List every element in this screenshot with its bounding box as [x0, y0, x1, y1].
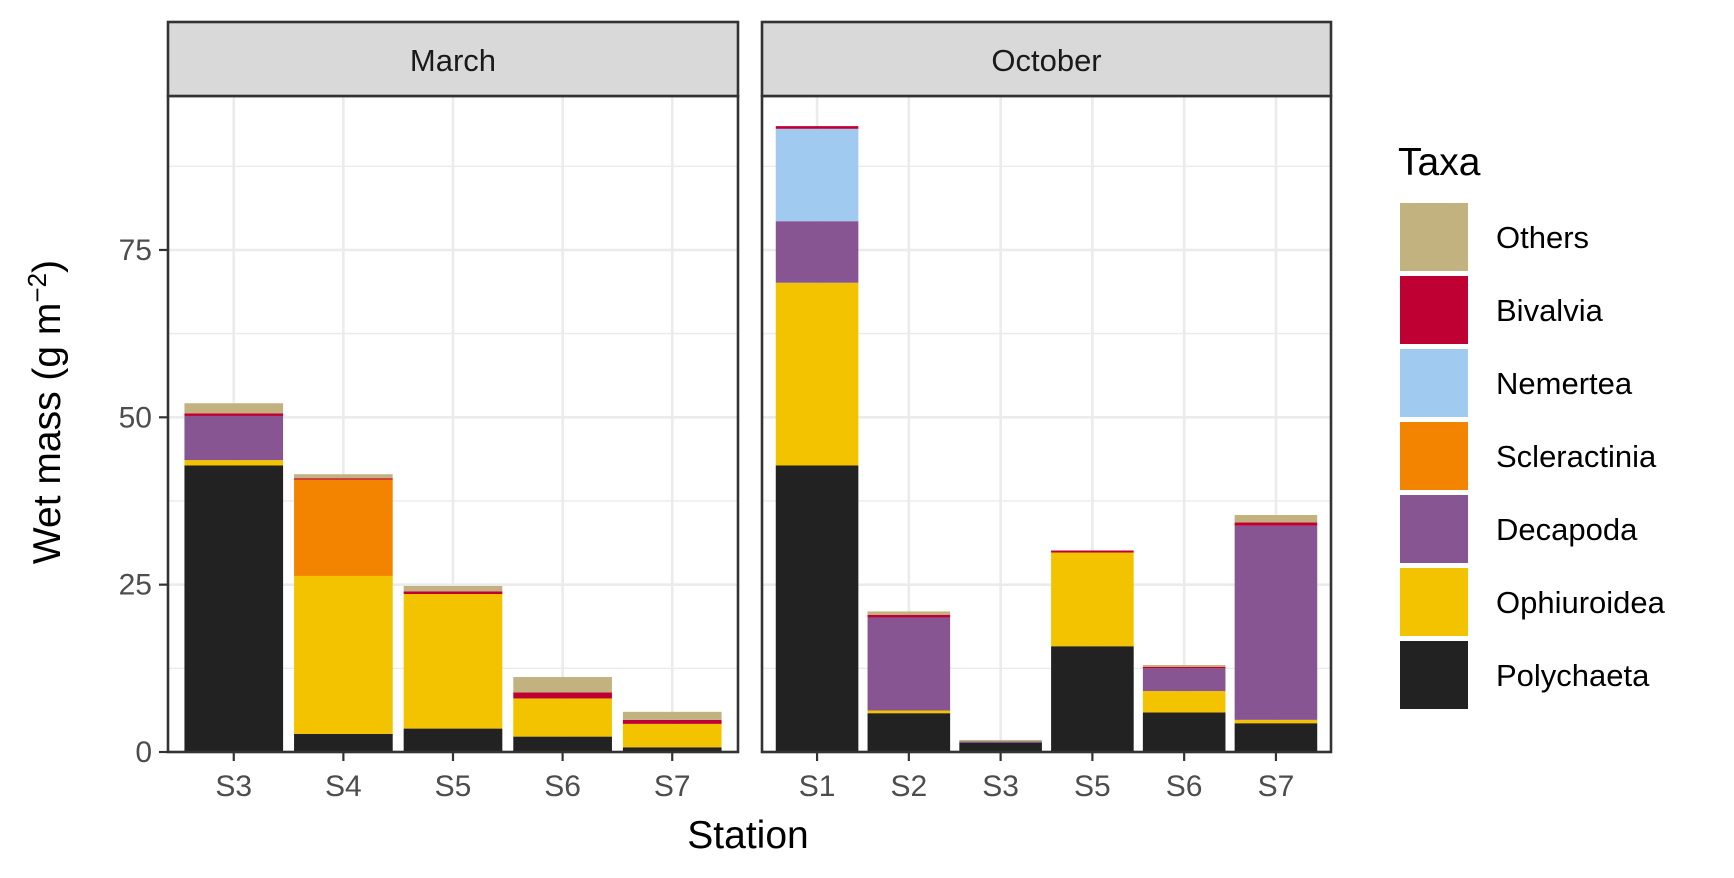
bar-segment-ophiuroidea-s6 — [513, 698, 612, 737]
y-tick-label: 75 — [119, 234, 152, 267]
legend-item-scleractinia: Scleractinia — [1400, 422, 1657, 490]
bar-segment-others-s2 — [867, 611, 951, 615]
bar-segment-bivalvia-s1 — [775, 126, 859, 129]
legend-item-nemertea: Nemertea — [1400, 349, 1633, 417]
legend-item-others: Others — [1400, 203, 1589, 271]
bar-segment-bivalvia-s4 — [294, 478, 393, 480]
x-tick-label: S5 — [435, 770, 472, 803]
bar-segment-polychaeta-s2 — [867, 713, 951, 752]
facet-strip — [760, 20, 1333, 98]
bar-segment-ophiuroidea-s4 — [294, 575, 393, 734]
legend-item-ophiuroidea: Ophiuroidea — [1400, 568, 1666, 636]
legend-key — [1400, 349, 1468, 417]
legend-title: Taxa — [1398, 141, 1481, 184]
bar-segment-bivalvia-s7 — [622, 719, 722, 724]
bar-segment-ophiuroidea-s7 — [1234, 719, 1318, 724]
bar-segment-polychaeta-s3 — [184, 465, 284, 752]
panel-october: October S1 S2 S3 S5 S6 S7 — [760, 20, 1333, 803]
x-tick-label: S4 — [325, 770, 362, 803]
bar-segment-polychaeta-s1 — [775, 465, 859, 752]
x-tick-label: S7 — [1258, 770, 1295, 803]
bar-segment-bivalvia-s7 — [1234, 522, 1318, 526]
bar-segment-others-s4 — [294, 474, 393, 479]
bar-segment-nemertea-s1 — [775, 128, 859, 222]
bar-segment-others-s7 — [1234, 515, 1318, 523]
legend-key — [1400, 203, 1468, 271]
bar-segment-ophiuroidea-s3 — [184, 460, 284, 466]
legend-label: Bivalvia — [1496, 293, 1604, 328]
bar-segment-decapoda-s3 — [959, 741, 1042, 743]
bar-segment-polychaeta-s4 — [294, 733, 393, 752]
bar-segment-bivalvia-s6 — [1142, 666, 1226, 669]
facet-strip-label: October — [991, 43, 1101, 78]
legend-label: Polychaeta — [1496, 658, 1650, 693]
y-axis-title-main: Wet mass (g m — [26, 303, 69, 564]
bar-segment-others-s3 — [184, 403, 284, 414]
bar-segment-ophiuroidea-s6 — [1142, 691, 1226, 713]
y-axis-title-superscript: −2 — [22, 273, 52, 303]
bar-segment-ophiuroidea-s5 — [1051, 552, 1134, 647]
bar-segment-others-s3 — [959, 739, 1042, 742]
bar-segment-ophiuroidea-s2 — [867, 710, 951, 714]
legend-item-bivalvia: Bivalvia — [1400, 276, 1604, 344]
legend-key — [1400, 422, 1468, 490]
x-tick-label: S7 — [654, 770, 691, 803]
bar-segment-decapoda-s3 — [184, 415, 284, 461]
bar-segment-others-s7 — [622, 711, 722, 720]
bar-segment-polychaeta-s7 — [1234, 723, 1318, 752]
bar-segment-bivalvia-s2 — [867, 614, 951, 618]
bar-segment-bivalvia-s6 — [513, 692, 612, 699]
x-tick-label: S5 — [1074, 770, 1111, 803]
legend-item-decapoda: Decapoda — [1400, 495, 1638, 563]
y-tick-label: 0 — [135, 736, 152, 769]
bar-segment-polychaeta-s6 — [513, 736, 612, 752]
bar-segment-decapoda-s6 — [1142, 668, 1226, 692]
legend-key — [1400, 276, 1468, 344]
legend-item-polychaeta: Polychaeta — [1400, 641, 1650, 709]
bar-segment-decapoda-s1 — [775, 221, 859, 283]
bar-segment-ophiuroidea-s5 — [403, 594, 503, 729]
bar-segment-ophiuroidea-s1 — [775, 282, 859, 466]
facet-strip — [166, 20, 740, 98]
bar-segment-polychaeta-s5 — [403, 728, 503, 752]
legend-label: Nemertea — [1496, 366, 1633, 401]
legend-key — [1400, 641, 1468, 709]
bar-segment-ophiuroidea-s7 — [622, 723, 722, 748]
x-tick-label: S3 — [982, 770, 1019, 803]
bar-segment-others-s6 — [513, 677, 612, 693]
legend-key — [1400, 495, 1468, 563]
x-tick-label: S6 — [544, 770, 581, 803]
x-tick-label: S3 — [215, 770, 252, 803]
bar-segment-polychaeta-s5 — [1051, 646, 1134, 752]
bar-segment-decapoda-s7 — [1234, 525, 1318, 720]
bar-segment-bivalvia-s3 — [184, 413, 284, 416]
bar-segment-others-s5 — [403, 585, 503, 592]
bar-segment-bivalvia-s5 — [403, 591, 503, 595]
bar-segment-others-s6 — [1142, 664, 1226, 667]
legend-label: Others — [1496, 220, 1589, 255]
legend-label: Decapoda — [1496, 512, 1638, 547]
x-tick-label: S2 — [890, 770, 927, 803]
facet-strip-label: March — [410, 43, 496, 78]
y-axis-title: Wet mass (g m−2) — [22, 260, 69, 564]
bar-segment-decapoda-s2 — [867, 617, 951, 711]
x-tick-label: S1 — [799, 770, 836, 803]
legend-label: Ophiuroidea — [1496, 585, 1666, 620]
bar-segment-polychaeta-s7 — [622, 747, 722, 752]
x-tick-label: S6 — [1166, 770, 1203, 803]
bar-segment-polychaeta-s6 — [1142, 712, 1226, 752]
bar-segment-bivalvia-s5 — [1051, 550, 1134, 553]
y-axis-title-close: ) — [26, 260, 69, 273]
y-tick-label: 50 — [119, 401, 152, 434]
y-tick-label: 25 — [119, 569, 152, 602]
bar-segment-scleractinia-s4 — [294, 479, 393, 576]
legend-label: Scleractinia — [1496, 439, 1657, 474]
bar-segment-polychaeta-s3 — [959, 742, 1042, 752]
legend-key — [1400, 568, 1468, 636]
panel-march: March S3 S4 S5 S6 S7 0 25 50 75 — [119, 20, 740, 803]
x-axis-title: Station — [687, 814, 808, 857]
